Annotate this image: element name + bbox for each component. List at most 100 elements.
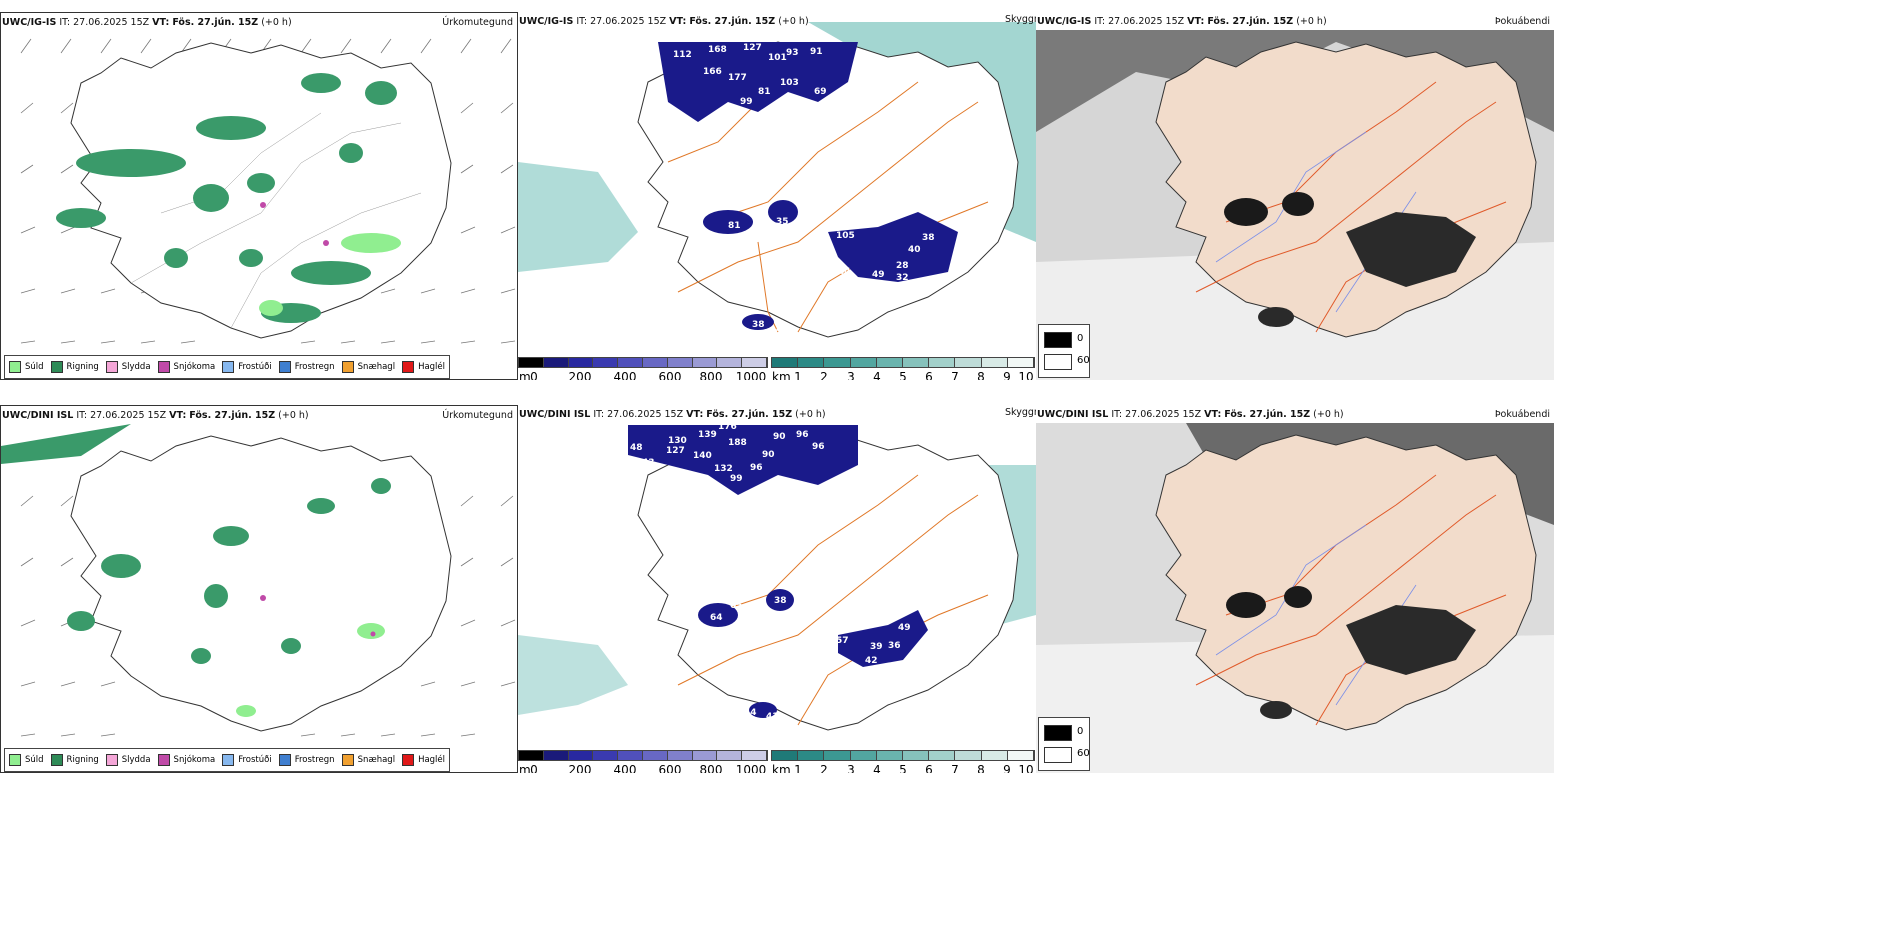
ceiling-colorbar-segment xyxy=(593,358,619,367)
visibility-colorbar-segment xyxy=(876,358,903,367)
legend-item: Slydda xyxy=(105,754,151,766)
legend-item: Snjókoma xyxy=(157,754,215,766)
ceiling-label: 69 xyxy=(814,87,827,97)
precip-type-map xyxy=(20,38,516,344)
precip-legend: Súld Rigning Slydda Snjókoma Frostúði Fr… xyxy=(4,748,451,772)
legend-item: Rigning xyxy=(50,754,99,766)
panel-fog-indicator-dini: UWC/DINI ISL IT: 27.06.2025 15Z VT: Fös.… xyxy=(1036,405,1554,773)
colorbar-tick: 0 xyxy=(530,763,538,773)
ceiling-label: 64 xyxy=(598,462,611,472)
legend-item: Slydda xyxy=(105,361,151,373)
ceiling-label: 96 xyxy=(796,430,809,440)
ceiling-colorbar-segment xyxy=(618,751,643,760)
ceiling-label: 132 xyxy=(714,464,733,474)
visibility-colorbar-segment xyxy=(981,358,1008,367)
ceiling-colorbar-segment xyxy=(717,358,743,367)
colorbar-tick: 7 xyxy=(951,763,959,773)
legend-item: Rigning xyxy=(50,361,99,373)
ceiling-label: 188 xyxy=(728,438,747,448)
visibility-map: 112 168 127 101 93 91 5150 177 166 103 9… xyxy=(518,22,1036,338)
ceiling-label: 64 xyxy=(710,613,723,623)
ceiling-colorbar-segment xyxy=(692,751,718,760)
ceiling-colorbar-segment xyxy=(618,358,643,367)
visibility-colorbar-segment xyxy=(850,358,877,367)
ceiling-colorbar-segment xyxy=(667,751,693,760)
colorbar-tick: 9 xyxy=(1003,370,1011,380)
ceiling-colorbar-segment xyxy=(568,751,594,760)
colorbar-tick: 10 xyxy=(1018,370,1034,380)
ceiling-label: 35 xyxy=(776,217,789,227)
ceiling-colorbar: m 0 200 400 600 800 1000 xyxy=(518,357,768,380)
ceiling-label: 130 xyxy=(668,436,687,446)
visibility-colorbar: km 1 2 3 4 5 6 7 8 9 10 xyxy=(771,357,1036,380)
ceiling-label: 49 xyxy=(872,270,885,280)
panel-title: Þokuábendi xyxy=(1494,16,1550,27)
ceiling-colorbar-segment xyxy=(692,358,718,367)
ceiling-label: 40 xyxy=(776,325,789,335)
ceiling-colorbar-segment xyxy=(519,751,544,760)
ceiling-label: 105 xyxy=(836,231,855,241)
visibility-colorbar: km 1 2 3 4 5 6 7 8 9 10 xyxy=(771,750,1036,773)
visibility-colorbar-segment xyxy=(824,751,851,760)
ceiling-label: 127 xyxy=(666,446,685,456)
colorbar-tick: 600 xyxy=(658,763,682,773)
visibility-colorbar-segment xyxy=(981,751,1008,760)
ceiling-colorbar-segment xyxy=(543,751,569,760)
ceiling-label: 42 xyxy=(793,153,806,163)
legend-item: Súld xyxy=(9,754,44,766)
ceiling-label: 93 xyxy=(786,48,799,58)
legend-item: Frostúði xyxy=(222,361,272,373)
ceiling-label: 91 xyxy=(810,47,823,57)
colorbar-unit: m xyxy=(519,763,531,773)
ceiling-label: 41 xyxy=(766,712,779,722)
legend-swatch xyxy=(402,361,415,373)
ceiling-label: 99 xyxy=(730,474,743,484)
panel-title: Skyggni xyxy=(1005,14,1043,25)
legend-swatch xyxy=(222,754,235,766)
legend-swatch xyxy=(341,361,354,373)
ceiling-label: 38 xyxy=(752,320,765,330)
ceiling-colorbar-segment xyxy=(543,358,569,367)
fog-legend-swatch-0 xyxy=(1044,332,1072,348)
fog-legend: 0 60 xyxy=(1038,324,1090,378)
panel-visibility-igis: 112 168 127 101 93 91 5150 177 166 103 9… xyxy=(518,12,1036,380)
colorbar-tick: 5 xyxy=(899,370,907,380)
visibility-map: 48 130 139 176 90 96 127 188 140 90 96 4… xyxy=(518,422,1036,731)
ceiling-label: 140 xyxy=(693,451,712,461)
fog-legend-swatch-60 xyxy=(1044,354,1072,370)
ceiling-label: 57 xyxy=(836,636,849,646)
legend-item: Haglél xyxy=(402,361,445,373)
ceiling-label: 38 xyxy=(774,596,787,606)
ceiling-colorbar-segment xyxy=(742,751,767,760)
colorbar-tick: 600 xyxy=(658,370,682,380)
legend-swatch xyxy=(157,361,170,373)
colorbar-tick: 1 xyxy=(794,370,802,380)
legend-swatch xyxy=(105,754,118,766)
colorbar-unit: km xyxy=(772,763,791,773)
colorbar-tick: 10 xyxy=(1018,763,1034,773)
ceiling-label: 18 xyxy=(774,300,787,310)
ceiling-label: 36 xyxy=(888,641,901,651)
ceiling-label: 39 xyxy=(870,642,883,652)
colorbar-tick: 5 xyxy=(899,763,907,773)
legend-swatch xyxy=(9,754,21,766)
legend-item: Snæhagl xyxy=(341,361,395,373)
fog-legend-label: 0 xyxy=(1077,726,1084,737)
colorbar-tick: 2 xyxy=(820,763,828,773)
ceiling-colorbar-segment xyxy=(519,358,544,367)
colorbar-tick: 0 xyxy=(530,370,538,380)
colorbar-tick: 6 xyxy=(925,763,933,773)
ceiling-label: 112 xyxy=(673,50,692,60)
colorbar-tick: 200 xyxy=(568,370,592,380)
fog-map xyxy=(1036,30,1554,380)
panel-title: Úrkomutegund xyxy=(442,410,513,421)
colorbar-tick: 9 xyxy=(1003,763,1011,773)
panel-header: UWC/IG-IS IT: 27.06.2025 15Z VT: Fös. 27… xyxy=(1037,16,1327,27)
panel-title: Úrkomutegund xyxy=(442,17,513,28)
visibility-colorbar-segment xyxy=(798,751,825,760)
legend-swatch xyxy=(341,754,354,766)
fog-legend-label: 60 xyxy=(1077,748,1090,759)
fog-legend-swatch-60 xyxy=(1044,747,1072,763)
legend-swatch xyxy=(50,754,63,766)
colorbar-tick: 200 xyxy=(568,763,592,773)
